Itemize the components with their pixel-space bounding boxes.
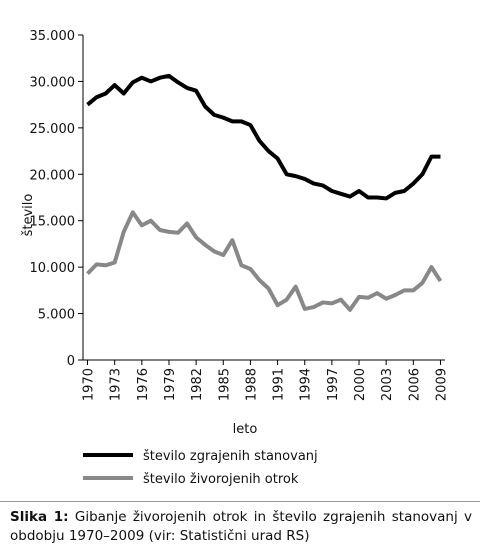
x-tick-label: 1994: [299, 368, 314, 401]
caption-label: Slika 1:: [10, 509, 69, 525]
y-tick-label: 35.000: [30, 29, 76, 44]
y-tick-label: 30.000: [30, 75, 76, 90]
y-tick-label: 0: [67, 354, 75, 369]
x-tick-label: 1985: [217, 368, 232, 401]
x-tick-label: 2009: [434, 368, 449, 401]
caption: Slika 1: Gibanje živorojenih otrok in št…: [10, 508, 472, 546]
y-tick-label: 15.000: [30, 215, 76, 230]
y-axis-label: število: [21, 194, 36, 237]
x-tick-label: 1982: [190, 368, 205, 401]
series-line: [86, 73, 441, 201]
y-tick-label: 5.000: [38, 308, 75, 323]
x-tick-label: 1976: [136, 368, 151, 401]
x-tick-label: 1979: [163, 368, 178, 401]
x-tick-label: 1991: [272, 368, 287, 401]
legend-label: število živorojenih otrok: [143, 472, 299, 487]
x-tick-label: 2003: [380, 368, 395, 401]
x-tick-label: 1997: [326, 368, 341, 401]
x-axis-label: leto: [233, 422, 258, 437]
x-tick-label: 1973: [109, 368, 124, 401]
caption-text: Gibanje živorojenih otrok in število zgr…: [10, 509, 473, 544]
x-tick-label: 1970: [82, 368, 97, 401]
x-tick-label: 1988: [244, 368, 259, 401]
caption-rule: [0, 501, 480, 502]
series-line: [86, 210, 443, 312]
x-tick-label: 2006: [407, 368, 422, 401]
chart: leto število 0 5.000 10.000 15.000 20.000 25.…: [21, 29, 449, 487]
y-tick-label: 25.000: [30, 122, 76, 137]
legend-label: število zgrajenih stanovanj: [143, 449, 318, 464]
y-tick-label: 10.000: [30, 261, 76, 276]
x-tick-label: 2000: [353, 368, 368, 401]
y-tick-label: 20.000: [30, 168, 76, 183]
